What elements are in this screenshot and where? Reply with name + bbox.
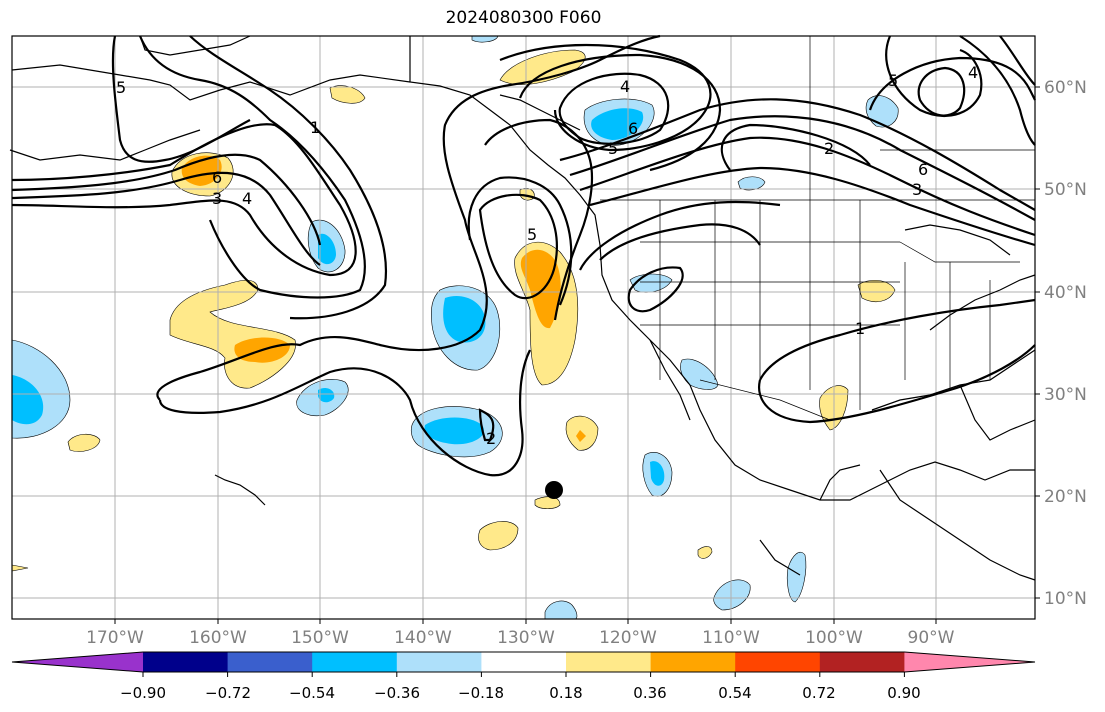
colorbar-tick-label: 0.90 <box>887 684 920 702</box>
colorbar-segment <box>227 652 313 672</box>
colorbar-segments <box>11 651 1036 677</box>
contour-label: 1 <box>855 319 865 338</box>
contour-label: 6 <box>918 160 928 179</box>
coastlines <box>9 35 1036 581</box>
colorbar-tick-label: 0.18 <box>549 684 582 702</box>
contour-label: 5 <box>116 78 126 97</box>
lat-lon-grid <box>12 36 1035 619</box>
axis-ticks <box>114 86 1040 624</box>
colorbar-segment <box>650 652 736 672</box>
colorbar-extend-min <box>12 652 143 672</box>
contour-label: 3 <box>212 189 222 208</box>
lat-label: 50°N <box>1044 180 1087 200</box>
colorbar-segment <box>481 652 567 672</box>
contour-label: 2 <box>824 139 834 158</box>
lon-label: 110°W <box>702 628 760 648</box>
colorbar-tick-label: −0.54 <box>289 684 335 702</box>
colorbar-segment <box>143 652 229 672</box>
colorbar-segment <box>396 652 482 672</box>
lon-label: 160°W <box>189 628 247 648</box>
map-title: 2024080300 F060 <box>445 8 602 28</box>
colorbar-tick-label: −0.36 <box>374 684 420 702</box>
lon-label: 90°W <box>908 628 955 648</box>
lon-label: 130°W <box>497 628 555 648</box>
contour-label: 3 <box>912 180 922 199</box>
colorbar-extend-max <box>904 652 1035 672</box>
colorbar-tick-label: −0.72 <box>205 684 251 702</box>
lon-label: 120°W <box>599 628 657 648</box>
lat-label: 40°N <box>1044 283 1087 303</box>
contour-label: 1 <box>310 118 320 137</box>
lat-label: 10°N <box>1044 589 1087 609</box>
colorbar-tick-label: 0.72 <box>802 684 835 702</box>
contour-label: 6 <box>628 119 638 138</box>
colorbar-segment <box>566 652 652 672</box>
contour-label: 4 <box>242 189 252 208</box>
colorbar: −0.90 −0.72 −0.54 −0.36 −0.18 0.18 0.36 … <box>11 651 1036 702</box>
colorbar-segment <box>735 652 821 672</box>
lon-label: 150°W <box>291 628 349 648</box>
colorbar-segment <box>312 652 398 672</box>
lon-label: 140°W <box>394 628 452 648</box>
colorbar-tick-label: 0.54 <box>718 684 751 702</box>
map-border <box>11 35 1036 620</box>
colorbar-tick-label: 0.36 <box>633 684 666 702</box>
lat-label: 20°N <box>1044 487 1087 507</box>
lon-label: 170°W <box>86 628 144 648</box>
colorbar-tick-label: −0.18 <box>458 684 504 702</box>
colorbar-tick-labels: −0.90 −0.72 −0.54 −0.36 −0.18 0.18 0.36 … <box>120 684 921 702</box>
contour-labels: 5 1 6 3 4 5 4 6 5 2 1 3 6 5 2 4 <box>116 63 978 448</box>
longitude-labels: 170°W 160°W 150°W 140°W 130°W 120°W 110°… <box>86 628 955 648</box>
position-marker <box>545 481 563 499</box>
lat-label: 30°N <box>1044 385 1087 405</box>
lon-label: 100°W <box>805 628 863 648</box>
colorbar-segment <box>819 652 905 672</box>
latitude-labels: 60°N 50°N 40°N 30°N 20°N 10°N <box>1044 78 1087 609</box>
map-panel: 5 1 6 3 4 5 4 6 5 2 1 3 6 5 2 4 <box>9 34 1036 620</box>
height-contours <box>11 34 1036 477</box>
contour-label: 5 <box>527 225 537 244</box>
colorbar-tick-label: −0.90 <box>120 684 166 702</box>
negative-anomaly-shading <box>11 35 899 620</box>
contour-label: 2 <box>486 429 496 448</box>
contour-label: 6 <box>212 168 222 187</box>
contour-label: 5 <box>888 71 898 90</box>
contour-label: 4 <box>620 77 630 96</box>
contour-label: 5 <box>608 139 618 158</box>
lat-label: 60°N <box>1044 78 1087 98</box>
contour-label: 4 <box>968 63 978 82</box>
